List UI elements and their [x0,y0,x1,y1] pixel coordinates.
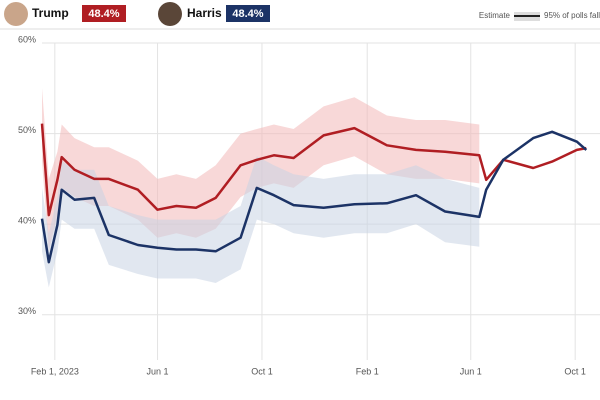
confidence-band [42,156,480,288]
candidate-value: 48.4% [232,8,263,20]
trump-value-box [82,5,126,22]
estimate-line [40,123,587,217]
candidate-value: 48.4% [88,8,119,20]
x-tick-label: Jun 1 [460,366,482,376]
x-tick-label: Feb 1, 2023 [31,366,79,376]
x-tick-label: Oct 1 [564,366,586,376]
x-tick-label: Jun 1 [147,366,169,376]
x-tick-label: Feb 1 [356,366,379,376]
y-tick-label: 50% [18,125,36,135]
y-tick-label: 40% [18,216,36,226]
legend-estimate: Estimate [479,11,511,20]
y-tick-label: 60% [18,34,36,44]
candidate-name: Harris [187,6,222,20]
harris-value-box [226,5,270,22]
plot-area: 30% 40% 50% 60% Feb 1, 2023 Jun 1 Oct 1 Feb 1 Ju… [18,34,600,376]
legend-band: 95% of polls fall in this range [544,11,600,20]
trump-photo [4,2,28,26]
x-tick-label: Oct 1 [251,366,273,376]
y-tick-label: 30% [18,306,36,316]
harris-photo [158,2,182,26]
estimate-line [40,130,588,264]
candidate-name: Trump [32,6,69,20]
